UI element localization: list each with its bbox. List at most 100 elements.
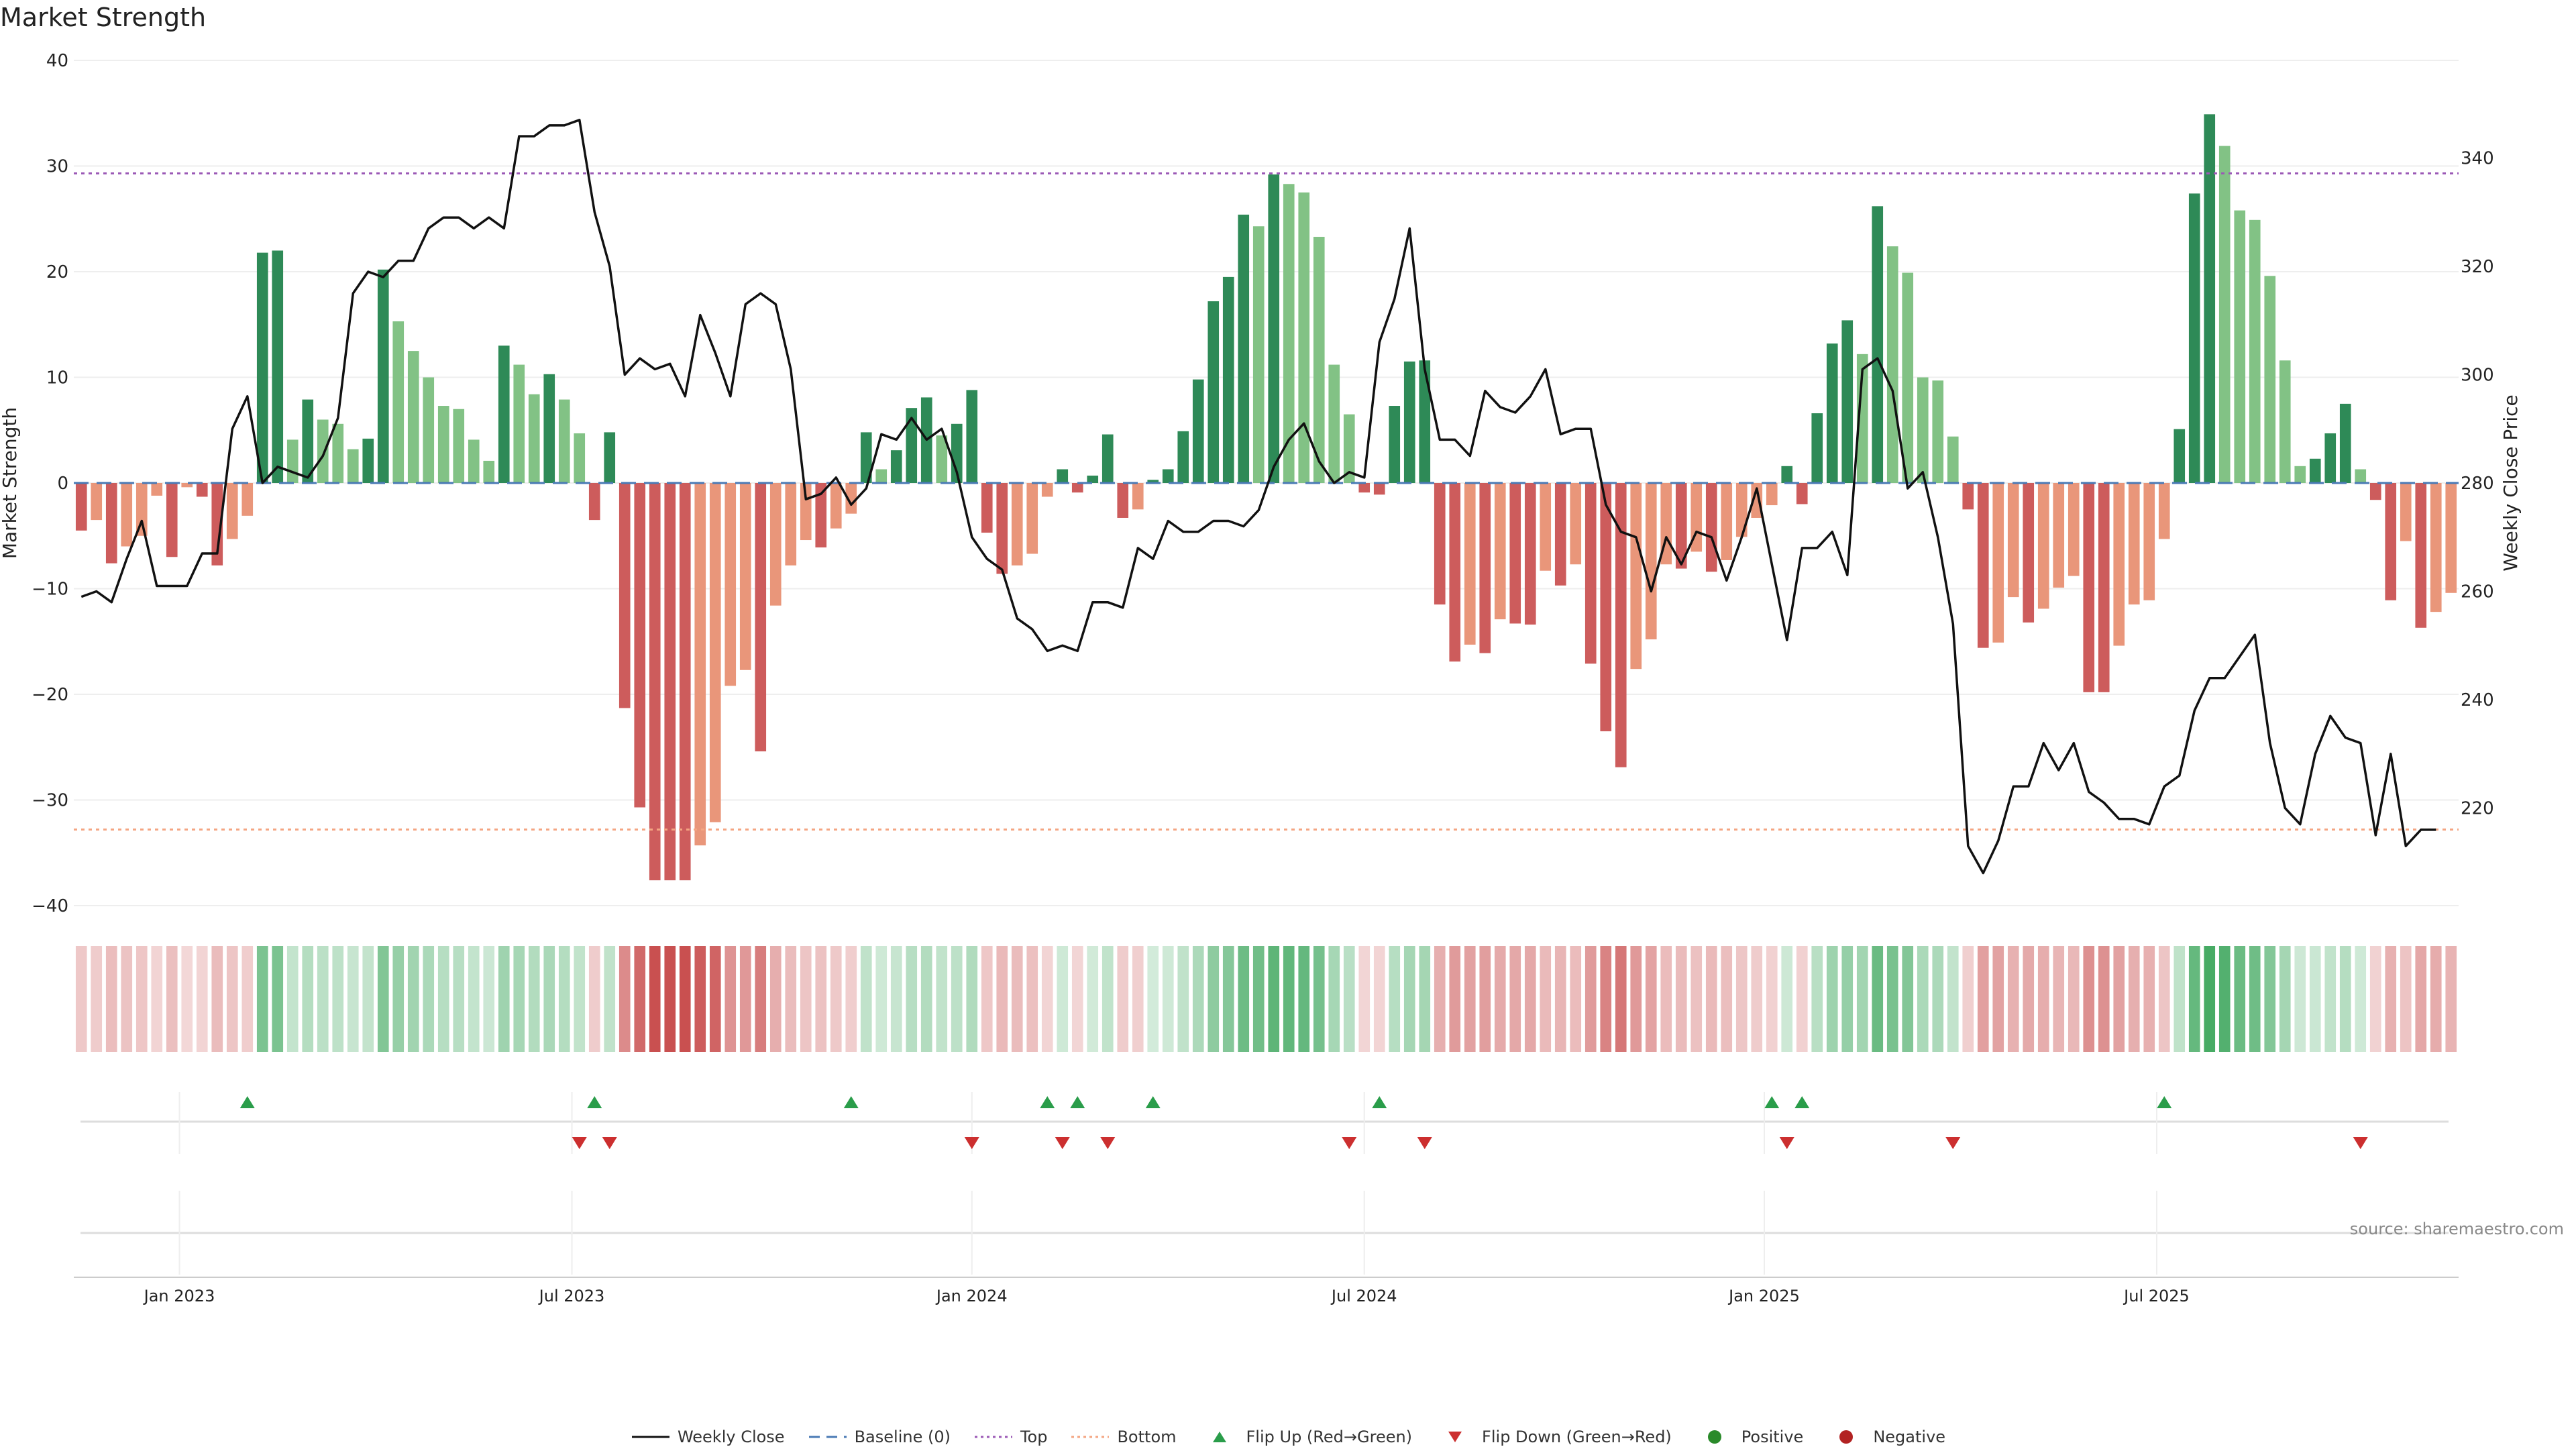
- flip-up-marker: [239, 1096, 255, 1108]
- strength-bar: [1917, 377, 1929, 483]
- heat-strip-cell: [1403, 946, 1415, 1052]
- heat-strip-cell: [664, 946, 676, 1052]
- strength-bar: [2083, 483, 2095, 692]
- heat-strip-cell: [1358, 946, 1371, 1052]
- heat-strip-cell: [1268, 946, 1280, 1052]
- strength-bar: [1947, 436, 1959, 483]
- heat-strip-cell: [513, 946, 525, 1052]
- heat-strip-cell: [1690, 946, 1703, 1052]
- strength-bar: [2023, 483, 2035, 623]
- x-tick-label: Jan 2023: [143, 1287, 215, 1305]
- heat-strip-cell: [256, 946, 268, 1052]
- flip-up-marker: [1794, 1096, 1810, 1108]
- heat-strip-cell: [1947, 946, 1959, 1052]
- heat-strip-cell: [166, 946, 178, 1052]
- heat-strip-cell: [2430, 946, 2442, 1052]
- heat-strip-cell: [1675, 946, 1687, 1052]
- strength-bar: [845, 483, 857, 514]
- legend-item-bottom: Bottom: [1070, 1428, 1177, 1446]
- y-axis-title-right: Weekly Close Price: [2500, 394, 2522, 571]
- heat-strip-cell: [317, 946, 329, 1052]
- heat-strip-cell: [996, 946, 1008, 1052]
- strength-bar: [679, 483, 691, 881]
- heat-strip-cell: [694, 946, 706, 1052]
- strength-bar: [1494, 483, 1506, 620]
- strength-bar: [1872, 206, 1884, 483]
- strength-bar: [105, 483, 117, 564]
- heat-strip-cell: [1585, 946, 1597, 1052]
- x-tick-label: Jul 2023: [538, 1287, 605, 1305]
- strength-bar: [694, 483, 706, 846]
- heat-strip-cell: [1645, 946, 1657, 1052]
- strength-bar: [392, 321, 405, 483]
- heat-strip-cell: [1252, 946, 1265, 1052]
- legend-label-flip_up: Flip Up (Red→Green): [1246, 1428, 1413, 1446]
- heat-strip-cell: [226, 946, 238, 1052]
- strength-bar: [2294, 466, 2306, 483]
- y-tick-label-left: −30: [32, 791, 68, 811]
- y-tick-label-left: 20: [46, 262, 68, 282]
- heat-strip-cell: [1735, 946, 1748, 1052]
- x-axis: Jan 2023 Jul 2023 Jan 2024 Jul 2024 Jan 2025…: [74, 1277, 2459, 1305]
- strength-bar: [830, 483, 842, 529]
- strength-bar: [1841, 320, 1854, 483]
- heat-strip-cell: [362, 946, 374, 1052]
- strength-bar: [709, 483, 721, 822]
- heat-strip-cell: [739, 946, 751, 1052]
- strength-bar: [317, 419, 329, 483]
- legend-label-positive: Positive: [1741, 1428, 1804, 1446]
- strength-bar: [1177, 431, 1189, 483]
- strength-bar: [1811, 413, 1823, 483]
- flip-down-marker: [2353, 1137, 2368, 1149]
- strength-bar: [1117, 483, 1129, 518]
- heat-strip-cell: [1600, 946, 1612, 1052]
- strength-bar: [1464, 483, 1476, 645]
- heat-strip-cell: [1117, 946, 1129, 1052]
- strength-bar: [1781, 466, 1793, 483]
- heat-strip-cell: [679, 946, 691, 1052]
- heat-strip-cell: [1328, 946, 1340, 1052]
- strength-bar: [619, 483, 631, 708]
- strength-bar: [1026, 483, 1038, 554]
- y-axis-title-left: Market Strength: [0, 407, 21, 559]
- heat-strip-cell: [830, 946, 842, 1052]
- heat-strip-cell: [1419, 946, 1431, 1052]
- y-tick-label-right: 240: [2461, 690, 2494, 710]
- heat-strip-cell: [1977, 946, 1989, 1052]
- flip-down-marker: [1342, 1137, 1357, 1149]
- strength-bar: [2279, 360, 2291, 483]
- strength-bar: [860, 432, 872, 483]
- strength-bar: [1252, 226, 1265, 483]
- strength-bar: [951, 423, 963, 483]
- strength-bar: [347, 449, 359, 483]
- strength-bar: [2324, 433, 2337, 483]
- strength-bar: [1600, 483, 1612, 732]
- heat-strip-cell: [1494, 946, 1506, 1052]
- legend-swatch-positive: [1707, 1430, 1721, 1444]
- legend-item-close: Weekly Close: [631, 1428, 785, 1446]
- heat-strip-cell: [423, 946, 435, 1052]
- heat-strip-cell: [1660, 946, 1672, 1052]
- heat-strip-cell: [875, 946, 888, 1052]
- heat-strip-cell: [2445, 946, 2457, 1052]
- heat-strip-cell: [136, 946, 148, 1052]
- strength-bar: [2385, 483, 2397, 600]
- strength-bar: [272, 250, 284, 483]
- strength-bar: [1358, 483, 1371, 493]
- strength-bar: [785, 483, 797, 566]
- y-tick-label-left: 10: [46, 368, 68, 388]
- heat-strip-cell: [558, 946, 570, 1052]
- strength-bar: [1585, 483, 1597, 664]
- heat-strip-cell: [1796, 946, 1808, 1052]
- strength-bar: [664, 483, 676, 881]
- strength-bar: [453, 409, 465, 483]
- heat-strip-cell: [1449, 946, 1461, 1052]
- heat-strip-cell: [437, 946, 449, 1052]
- strength-bar: [286, 439, 299, 483]
- strength-bar: [136, 483, 148, 536]
- strength-bar: [1796, 483, 1808, 504]
- strength-bar: [1570, 483, 1582, 565]
- strength-bar: [1902, 272, 1914, 483]
- heat-strip-cell: [272, 946, 284, 1052]
- heat-strip-cell: [1841, 946, 1854, 1052]
